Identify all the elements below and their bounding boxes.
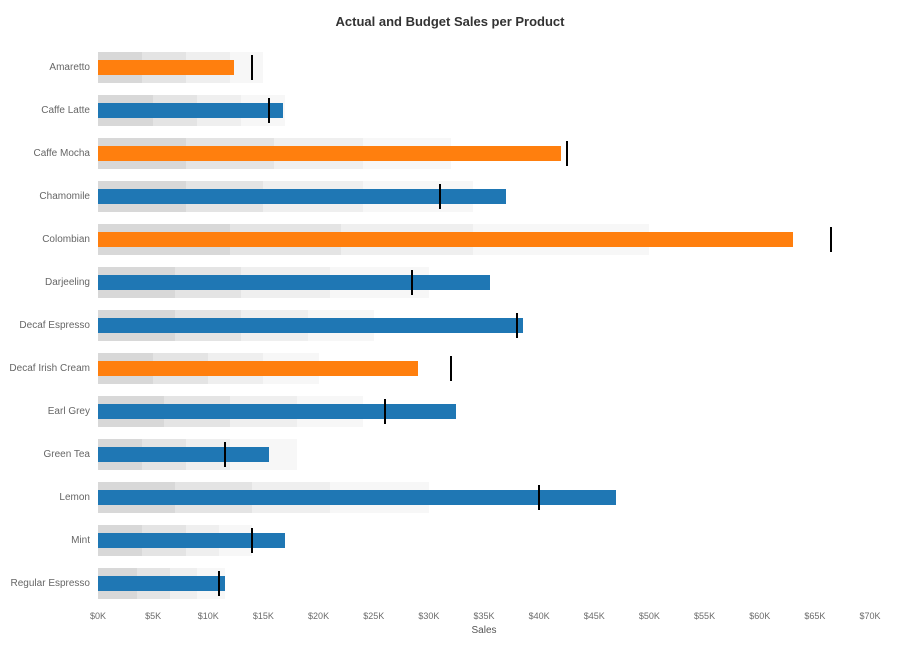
y-tick-label: Mint: [4, 535, 90, 546]
chart-row: Decaf Espresso: [98, 304, 870, 347]
budget-marker: [268, 98, 270, 122]
chart-row: Caffe Latte: [98, 89, 870, 132]
x-tick-label: $65K: [804, 611, 825, 621]
actual-bar: [98, 103, 283, 118]
x-tick-label: $40K: [529, 611, 550, 621]
budget-marker: [516, 313, 518, 337]
chart-row: Earl Grey: [98, 390, 870, 433]
chart-row: Green Tea: [98, 433, 870, 476]
budget-marker: [439, 184, 441, 208]
budget-marker: [538, 485, 540, 509]
plot-area: AmarettoCaffe LatteCaffe MochaChamomileC…: [98, 46, 870, 605]
budget-marker: [251, 528, 253, 552]
actual-bar: [98, 447, 269, 462]
y-tick-label: Lemon: [4, 492, 90, 503]
x-tick-label: $15K: [253, 611, 274, 621]
x-tick-label: $45K: [584, 611, 605, 621]
x-tick-label: $0K: [90, 611, 106, 621]
chart-title: Actual and Budget Sales per Product: [0, 14, 900, 29]
y-tick-label: Darjeeling: [4, 277, 90, 288]
chart-row: Chamomile: [98, 175, 870, 218]
x-axis-label: Sales: [98, 625, 870, 636]
budget-marker: [384, 399, 386, 423]
x-tick-label: $10K: [198, 611, 219, 621]
actual-bar: [98, 318, 523, 333]
y-tick-label: Amaretto: [4, 62, 90, 73]
actual-bar: [98, 232, 793, 247]
x-tick-label: $5K: [145, 611, 161, 621]
chart-row: Decaf Irish Cream: [98, 347, 870, 390]
chart-row: Caffe Mocha: [98, 132, 870, 175]
budget-marker: [251, 55, 253, 79]
y-tick-label: Colombian: [4, 234, 90, 245]
chart-row: Lemon: [98, 476, 870, 519]
budget-marker: [218, 571, 220, 595]
budget-marker: [411, 270, 413, 294]
y-tick-label: Decaf Irish Cream: [4, 363, 90, 374]
y-tick-label: Caffe Mocha: [4, 148, 90, 159]
y-tick-label: Regular Espresso: [4, 578, 90, 589]
x-tick-label: $50K: [639, 611, 660, 621]
y-tick-label: Caffe Latte: [4, 105, 90, 116]
actual-bar: [98, 275, 490, 290]
x-tick-label: $25K: [363, 611, 384, 621]
budget-marker: [566, 141, 568, 165]
budget-marker: [450, 356, 452, 380]
actual-bar: [98, 404, 456, 419]
x-tick-label: $20K: [308, 611, 329, 621]
actual-bar: [98, 189, 506, 204]
y-tick-label: Chamomile: [4, 191, 90, 202]
actual-bar: [98, 576, 225, 591]
chart-row: Regular Espresso: [98, 562, 870, 605]
bullet-chart: Actual and Budget Sales per Product Amar…: [0, 0, 900, 650]
budget-marker: [224, 442, 226, 466]
x-tick-label: $70K: [859, 611, 880, 621]
actual-bar: [98, 60, 234, 75]
chart-row: Colombian: [98, 218, 870, 261]
y-tick-label: Earl Grey: [4, 406, 90, 417]
chart-row: Darjeeling: [98, 261, 870, 304]
chart-row: Amaretto: [98, 46, 870, 89]
x-tick-label: $55K: [694, 611, 715, 621]
actual-bar: [98, 361, 418, 376]
x-tick-label: $60K: [749, 611, 770, 621]
actual-bar: [98, 533, 285, 548]
y-tick-label: Decaf Espresso: [4, 320, 90, 331]
budget-marker: [830, 227, 832, 251]
x-tick-label: $35K: [473, 611, 494, 621]
chart-row: Mint: [98, 519, 870, 562]
x-axis: $0K$5K$10K$15K$20K$25K$30K$35K$40K$45K$5…: [98, 607, 870, 627]
x-tick-label: $30K: [418, 611, 439, 621]
actual-bar: [98, 146, 561, 161]
y-tick-label: Green Tea: [4, 449, 90, 460]
